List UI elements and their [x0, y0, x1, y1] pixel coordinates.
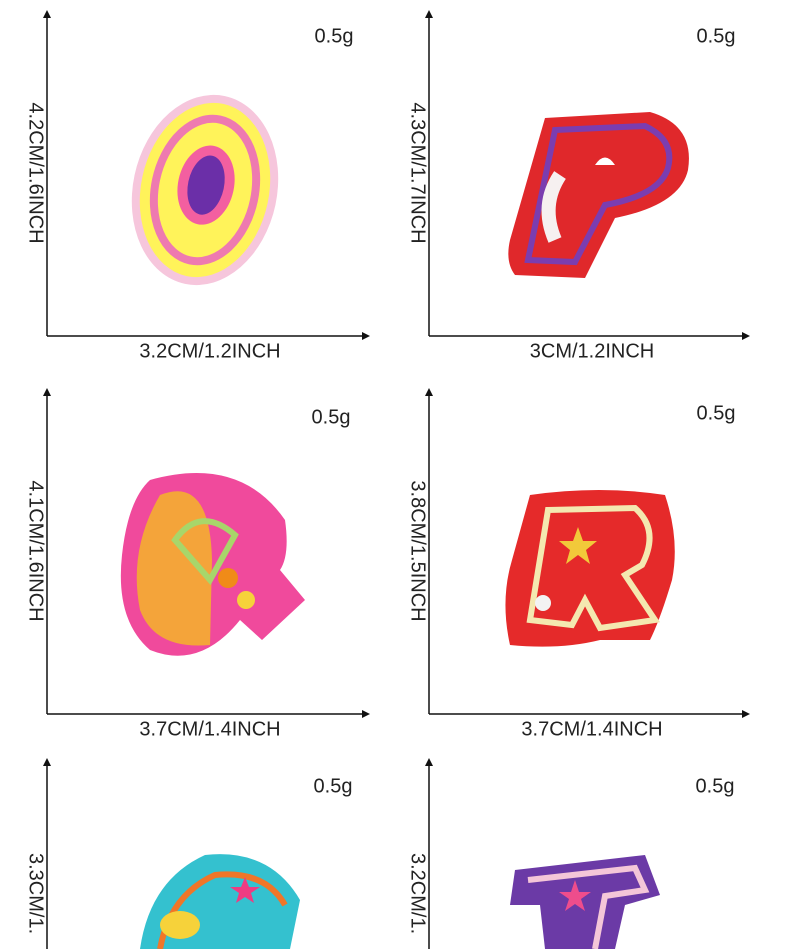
patch-p [508, 112, 689, 278]
y-arrow [425, 758, 433, 766]
patch-s [140, 854, 300, 949]
width-label: 3.7CM/1.4INCH [521, 718, 662, 740]
x-arrow [742, 710, 750, 718]
width-label: 3.2CM/1.2INCH [139, 340, 280, 362]
width-label: 3CM/1.2INCH [530, 340, 654, 362]
y-arrow [43, 758, 51, 766]
height-label: 4.2CM/1.6INCH [25, 102, 47, 243]
y-arrow [43, 10, 51, 18]
patch-t [510, 855, 660, 949]
weight-label: 0.5g [312, 406, 351, 428]
height-label: 3.8CM/1.5INCH [407, 480, 429, 621]
x-arrow [362, 332, 370, 340]
x-arrow [362, 710, 370, 718]
y-arrow [425, 388, 433, 396]
width-label: 3.7CM/1.4INCH [139, 718, 280, 740]
weight-label: 0.5g [697, 402, 736, 424]
weight-label: 0.5g [314, 775, 353, 797]
patch-q [120, 473, 305, 656]
height-label: 4.1CM/1.6INCH [25, 480, 47, 621]
height-label: 3.2CM/1. [407, 853, 429, 934]
patch-r [505, 490, 675, 647]
x-arrow [742, 332, 750, 340]
weight-label: 0.5g [696, 775, 735, 797]
height-label: 4.3CM/1.7INCH [407, 102, 429, 243]
y-arrow [43, 388, 51, 396]
patch-o [131, 94, 279, 286]
height-label: 3.3CM/1. [25, 853, 47, 934]
weight-label: 0.5g [315, 25, 354, 47]
weight-label: 0.5g [697, 25, 736, 47]
y-arrow [425, 10, 433, 18]
